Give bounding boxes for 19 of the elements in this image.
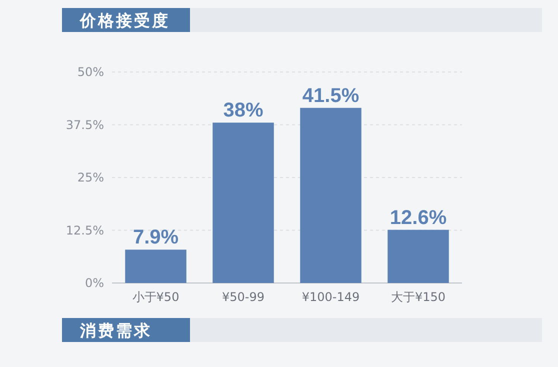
x-tick-label: ¥100-149 [302, 290, 360, 304]
data-label: 7.9% [132, 226, 179, 249]
bar [212, 122, 274, 283]
data-label: 12.6% [390, 206, 447, 229]
bar [125, 250, 186, 283]
y-tick-label: 12.5% [66, 223, 104, 238]
y-tick-label: 50% [77, 65, 104, 79]
data-label: 41.5% [302, 84, 360, 107]
x-tick-label: ¥50-99 [222, 290, 265, 304]
bar [388, 230, 449, 283]
chart-title: 价格接受度 [79, 11, 170, 30]
x-tick-label: 小于¥50 [132, 290, 180, 304]
data-label: 38% [223, 100, 264, 122]
bar [300, 108, 362, 283]
y-tick-label: 25% [77, 170, 104, 184]
x-tick-label: 大于¥150 [390, 290, 446, 304]
y-tick-label: 37.5% [66, 118, 104, 132]
y-tick-label: 0% [84, 276, 104, 290]
text: 消费需求 [79, 321, 152, 340]
